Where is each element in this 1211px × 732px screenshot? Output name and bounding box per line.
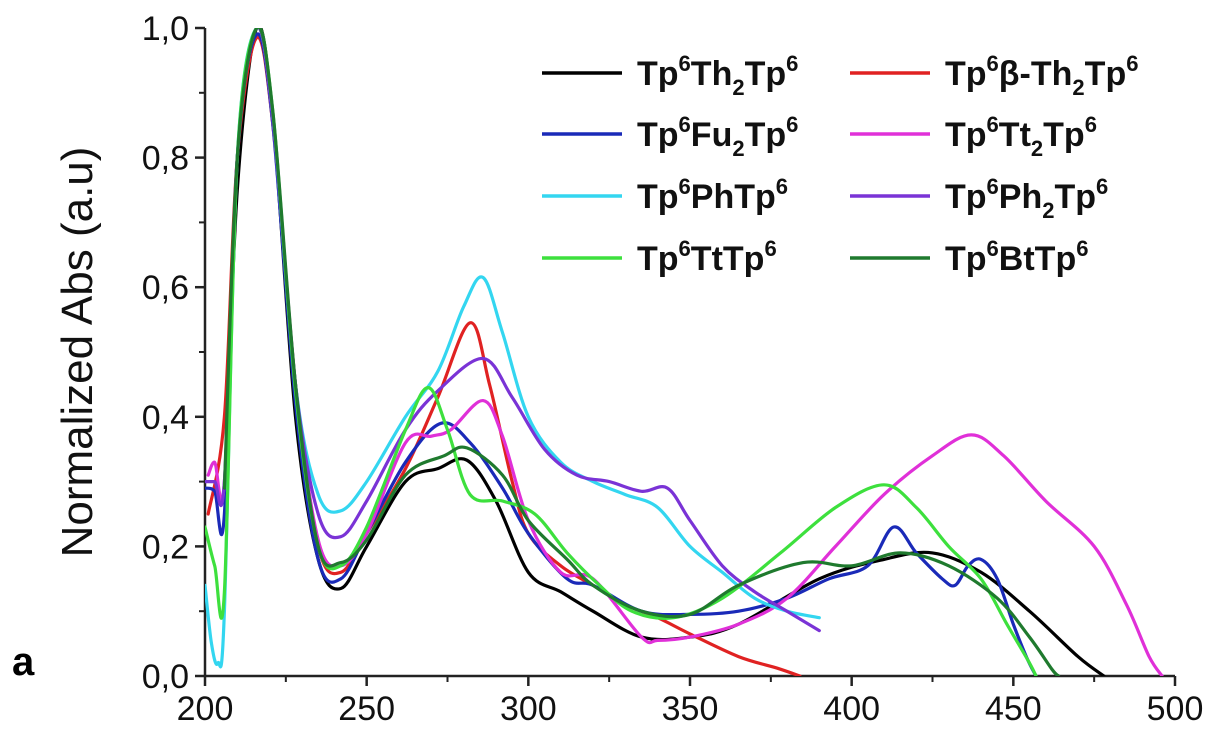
legend-item-6: Tp6TtTp6 <box>542 236 777 278</box>
legend: Tp6Th2Tp6 Tp6β-Th2Tp6 Tp6Fu2Tp6 Tp6Tt2Tp6 Tp… <box>542 51 1138 278</box>
legend-label: Tp6Th2Tp6 <box>637 51 798 100</box>
legend-label: Tp6TtTp6 <box>637 236 777 278</box>
legend-label: Tp6BtTp6 <box>945 236 1088 278</box>
legend-label: Tp6PhTp6 <box>637 174 788 216</box>
tick-labels: 200 250 300 350 400 450 500 0,0 0,2 0,4 0,6 0,8 1,0 <box>142 10 1204 728</box>
legend-item-4: Tp6PhTp6 <box>542 174 788 216</box>
legend-label: Tp6β-Th2Tp6 <box>945 51 1138 100</box>
y-tick-label: 0,8 <box>142 140 189 178</box>
y-tick-label: 0,4 <box>142 399 189 437</box>
x-tick-label: 250 <box>338 690 395 728</box>
series-line-6 <box>205 28 1038 676</box>
legend-label: Tp6Fu2Tp6 <box>637 112 798 161</box>
legend-label: Tp6Tt2Tp6 <box>945 112 1097 161</box>
series-layer <box>205 28 1164 676</box>
x-tick-label: 500 <box>1147 690 1204 728</box>
legend-label: Tp6Ph2Tp6 <box>945 174 1108 223</box>
plot-axes <box>195 26 1177 686</box>
panel-letter: a <box>12 640 35 684</box>
y-tick-label: 0,0 <box>142 658 189 696</box>
x-tick-label: 400 <box>823 690 880 728</box>
legend-item-5: Tp6Ph2Tp6 <box>850 174 1108 223</box>
series-line-3 <box>206 28 1164 676</box>
x-tick-label: 450 <box>985 690 1042 728</box>
legend-item-1: Tp6β-Th2Tp6 <box>850 51 1138 100</box>
legend-item-0: Tp6Th2Tp6 <box>542 51 798 100</box>
x-tick-label: 200 <box>177 690 234 728</box>
series-line-7 <box>222 28 1061 676</box>
y-tick-label: 1,0 <box>142 10 189 48</box>
legend-item-7: Tp6BtTp6 <box>850 236 1088 278</box>
y-tick-label: 0,2 <box>142 528 189 566</box>
series-line-2 <box>205 32 1038 676</box>
x-tick-label: 350 <box>662 690 719 728</box>
x-tick-label: 300 <box>500 690 557 728</box>
legend-item-3: Tp6Tt2Tp6 <box>850 112 1097 161</box>
y-tick-label: 0,6 <box>142 269 189 307</box>
y-axis-label: Normalized Abs (a.u) <box>53 147 102 558</box>
legend-item-2: Tp6Fu2Tp6 <box>542 112 798 161</box>
